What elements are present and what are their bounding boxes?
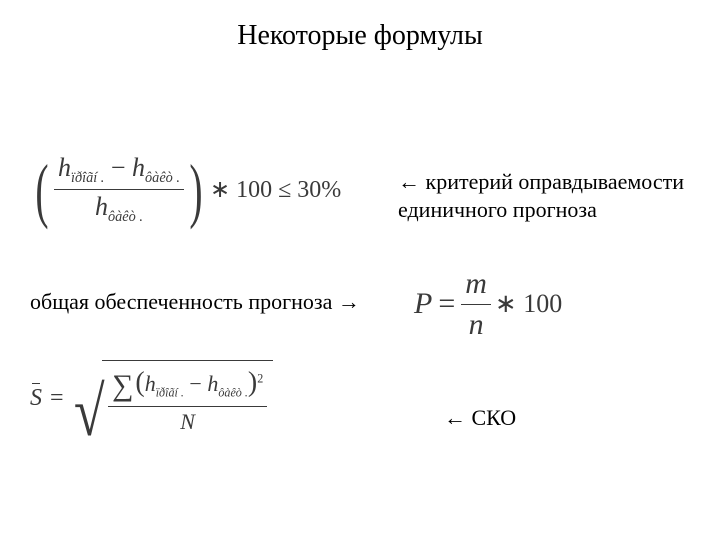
minus-sign: − xyxy=(111,153,126,182)
sub-progn: ïðîãí . xyxy=(156,385,184,399)
slide-title: Некоторые формулы xyxy=(0,20,720,52)
right-paren-icon: ) xyxy=(189,154,202,226)
numerator: hïðîãí . − hôàêò . xyxy=(54,152,184,188)
radicand: ∑(hïðîãí . − hôàêò .)2 N xyxy=(102,360,273,437)
formula-sko: S = √ ∑(hïðîãí . − hôàêò .)2 N xyxy=(30,360,273,437)
formula1-tail: ∗ 100 ≤ 30% xyxy=(210,175,341,204)
annotation-overall: общая обеспеченность прогноза → xyxy=(30,289,360,315)
var-h: h xyxy=(145,371,156,396)
slide: Некоторые формулы ( hïðîãí . − hôàêò . h… xyxy=(0,0,720,540)
denominator: N xyxy=(176,408,199,436)
equals-sign: = xyxy=(438,287,455,321)
formula-overall: P = m n ∗ 100 xyxy=(414,265,562,343)
annotation-line1: ← критерий оправдываемости xyxy=(398,168,684,196)
left-paren-icon: ( xyxy=(135,367,144,398)
numerator: ∑(hïðîãí . − hôàêò .)2 xyxy=(108,365,267,405)
var-h: h xyxy=(207,371,218,396)
annotation-line2: единичного прогноза xyxy=(398,196,684,224)
power-2: 2 xyxy=(257,372,263,386)
radical-icon: √ xyxy=(73,383,104,443)
var-S-bar: S xyxy=(30,385,42,412)
fraction: ∑(hïðîãí . − hôàêò .)2 N xyxy=(108,365,267,435)
sub-fact: ôàêò . xyxy=(145,170,180,186)
annotation-sko: ← СКО xyxy=(444,405,516,431)
minus-sign: − xyxy=(189,371,201,396)
sub-fact: ôàêò . xyxy=(218,385,248,399)
var-h: h xyxy=(132,153,145,182)
var-h: h xyxy=(95,192,108,221)
fraction: m n xyxy=(461,265,491,343)
sqrt: √ ∑(hïðîãí . − hôàêò .)2 N xyxy=(70,360,274,437)
annotation-criterion: ← критерий оправдываемости единичного пр… xyxy=(398,168,684,223)
fraction-bar xyxy=(108,406,267,407)
formula2-tail: ∗ 100 xyxy=(495,289,562,319)
denominator: n xyxy=(465,306,488,344)
denominator: hôàêò . xyxy=(91,191,147,227)
sub-fact: ôàêò . xyxy=(108,209,143,225)
var-h: h xyxy=(58,153,71,182)
numerator: m xyxy=(461,265,491,303)
sub-progn: ïðîãí . xyxy=(71,170,104,186)
var-P: P xyxy=(414,287,432,321)
fraction-bar xyxy=(461,304,491,305)
sigma-icon: ∑ xyxy=(112,369,133,402)
equals-sign: = xyxy=(50,385,64,412)
formula-criterion: ( hïðîãí . − hôàêò . hôàêò . ) ∗ 100 ≤ 3… xyxy=(30,152,341,227)
fraction-bar xyxy=(54,189,184,190)
right-paren-icon: ) xyxy=(248,367,257,398)
left-paren-icon: ( xyxy=(35,154,48,226)
fraction: hïðîãí . − hôàêò . hôàêò . xyxy=(54,152,184,227)
